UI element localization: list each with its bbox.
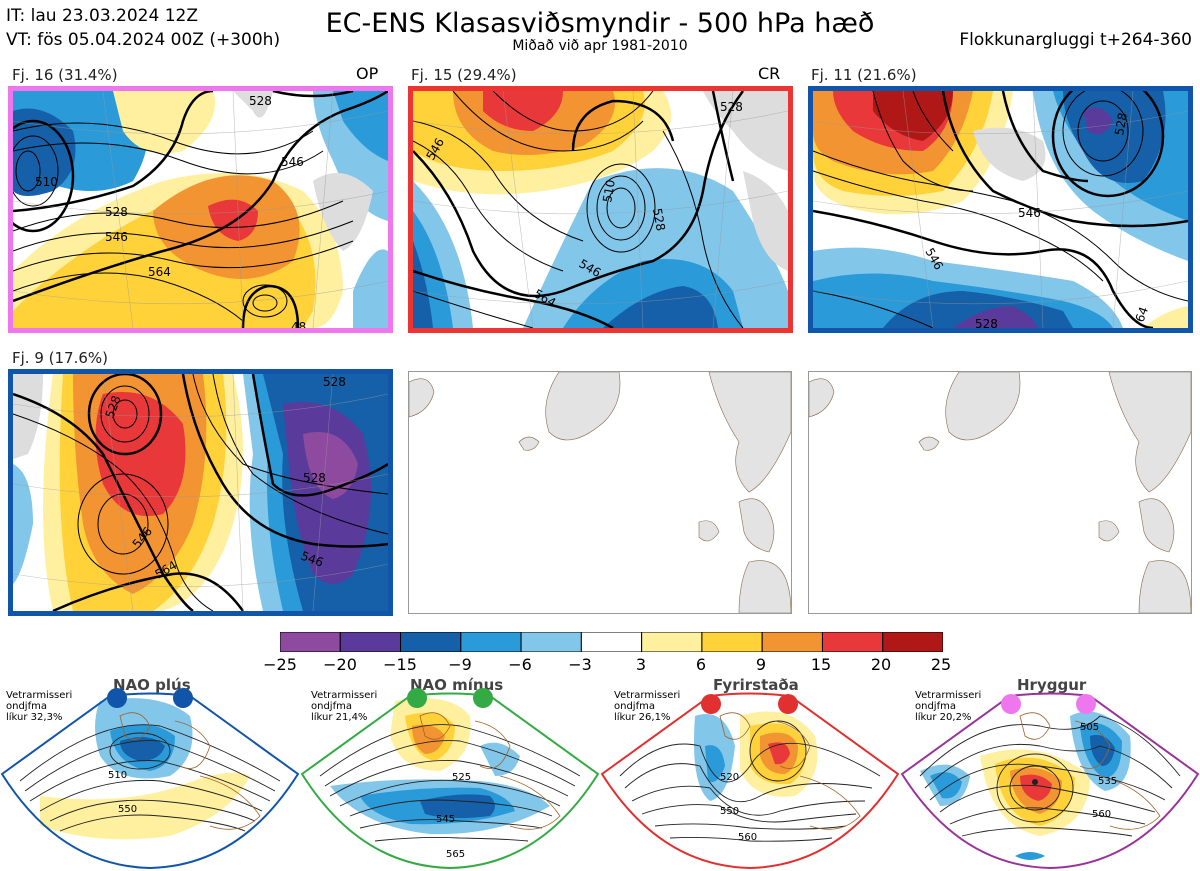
colorbar-swatch — [520, 632, 582, 652]
cluster-1-label: Fj. 16 (31.4%) — [12, 66, 118, 84]
contour-label: 528 — [975, 317, 998, 328]
contour-label: 546 — [105, 230, 128, 244]
cluster-3-map: 528 546 546 528 64 — [808, 86, 1193, 333]
contour-label: 510 — [35, 175, 58, 189]
regime-note: Vetrarmisseri ondjfma líkur 26,1% — [614, 690, 681, 723]
regime-nao-plus: NAO plús Vetrarmisseri ondjfma líkur 32,3%… — [0, 676, 300, 871]
colorbar-swatch — [339, 632, 402, 652]
colorbar-tick: −15 — [383, 655, 417, 674]
valid-time: VT: fös 05.04.2024 00Z (+300h) — [6, 30, 281, 50]
contour-label: 564 — [148, 265, 171, 279]
contour-label: 528 — [650, 207, 668, 232]
empty-map-6 — [808, 371, 1192, 614]
colorbar-tick: −3 — [568, 655, 592, 674]
cluster-3-label: Fj. 11 (21.6%) — [811, 66, 917, 84]
cluster-2-tag: CR — [758, 64, 781, 83]
colorbar-tick: −9 — [448, 655, 472, 674]
colorbar-swatch — [580, 632, 643, 652]
colorbar-tick: −25 — [263, 655, 297, 674]
contour-label: 546 — [281, 155, 304, 169]
cluster-1-map: 528 546 564 510 546 48 528 — [8, 86, 393, 333]
colorbar-tick: 25 — [930, 655, 952, 674]
colorbar-swatch — [761, 632, 823, 652]
regime-note: Vetrarmisseri ondjfma líkur 21,4% — [311, 690, 378, 723]
contour-label: 528 — [249, 94, 272, 108]
cluster-1-tag: OP — [356, 64, 379, 83]
colorbar-ticks: −25 −20 −15 −9 −6 −3 3 6 9 15 20 25 — [0, 655, 1200, 675]
contour-label: 546 — [1018, 206, 1041, 220]
colorbar-tick: 6 — [695, 655, 707, 674]
contour-label: 64 — [1133, 305, 1151, 324]
regime-contour-label: 545 — [436, 814, 456, 825]
regime-contour-label: 510 — [108, 770, 128, 781]
regime-contour-label: 525 — [452, 772, 472, 783]
regime-contour-label: 505 — [1080, 722, 1100, 733]
colorbar-swatch — [280, 632, 341, 652]
colorbar-swatch — [641, 632, 703, 652]
colorbar-swatch — [882, 632, 943, 652]
colorbar-tick: 9 — [755, 655, 767, 674]
regime-title: NAO plús — [113, 676, 191, 694]
colorbar-swatch — [460, 632, 522, 652]
regime-contour-label: 550 — [720, 806, 740, 817]
regime-nao-minus: NAO mínus Vetrarmisseri ondjfma líkur 21,4… — [300, 676, 600, 871]
classification-window: Flokkunargluggi t+264-360 — [959, 30, 1192, 50]
regime-note: Vetrarmisseri ondjfma líkur 20,2% — [915, 690, 982, 723]
regime-contour-label: 550 — [118, 804, 138, 815]
colorbar-tick: −6 — [508, 655, 532, 674]
page-title: EC-ENS Klasasviðsmyndir - 500 hPa hæð — [325, 8, 875, 39]
regime-contour-label: 565 — [446, 849, 466, 860]
initial-time: IT: lau 23.03.2024 12Z — [6, 6, 198, 26]
contour-label: 528 — [105, 205, 128, 219]
regime-contour-label: 535 — [1098, 776, 1118, 787]
cluster-2-label: Fj. 15 (29.4%) — [411, 66, 517, 84]
contour-label: 510 — [600, 179, 618, 204]
regime-ridge: Hryggur Vetrarmisseri ondjfma líkur 20,2% — [900, 676, 1200, 871]
cluster-2-map: 510 528 546 564 528 546 — [408, 86, 793, 333]
colorbar — [280, 632, 943, 652]
contour-label: 48 — [291, 320, 306, 328]
regime-title: Hryggur — [1017, 676, 1087, 694]
regime-title: Fyrirstaða — [713, 676, 799, 694]
empty-map-5 — [408, 371, 792, 614]
colorbar-swatch — [400, 632, 462, 652]
page-subtitle: Miðað við apr 1981-2010 — [512, 38, 688, 54]
colorbar-tick: −20 — [323, 655, 357, 674]
colorbar-tick: 15 — [810, 655, 832, 674]
contour-label: 528 — [323, 375, 346, 389]
regime-contour-label: 560 — [738, 832, 758, 843]
regime-blocking: Fyrirstaða Vetrarmisseri ondjfma líkur 26,… — [600, 676, 900, 871]
regime-contour-label: 520 — [720, 772, 740, 783]
contour-label: 528 — [303, 471, 326, 485]
colorbar-swatch — [821, 632, 884, 652]
contour-label: 528 — [1112, 112, 1130, 137]
regime-contour-label: 560 — [1092, 809, 1112, 820]
regime-note: Vetrarmisseri ondjfma líkur 32,3% — [6, 690, 73, 723]
colorbar-tick: 3 — [635, 655, 647, 674]
cluster-4-label: Fj. 9 (17.6%) — [12, 349, 108, 367]
colorbar-swatch — [701, 632, 763, 652]
contour-label: 528 — [720, 100, 743, 114]
header-left: IT: lau 23.03.2024 12Z VT: fös 05.04.202… — [6, 4, 280, 52]
colorbar-tick: 20 — [870, 655, 892, 674]
cluster-4-map: 528 528 546 564 546 528 — [8, 369, 393, 616]
